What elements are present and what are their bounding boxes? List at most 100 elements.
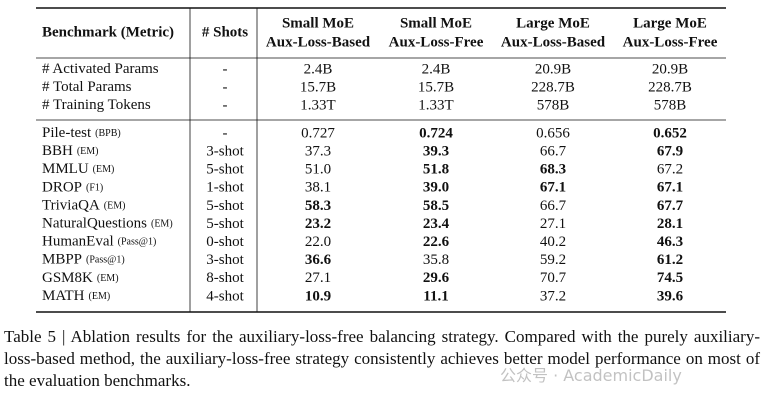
benchmark-label: Pile-test xyxy=(42,125,92,141)
shots: 3-shot xyxy=(206,144,244,160)
cell-value: 40.2 xyxy=(540,234,566,250)
metric-label: (EM) xyxy=(97,273,119,284)
benchmark-name: TriviaQA (EM) xyxy=(42,198,125,214)
metric-label: (Pass@1) xyxy=(118,237,157,248)
column-header: Large MoE xyxy=(633,15,707,31)
benchmark-name: # Activated Params xyxy=(42,61,159,77)
benchmark-label: GSM8K xyxy=(42,270,93,286)
cell-value: 67.7 xyxy=(657,198,684,214)
cell-value: 27.1 xyxy=(540,216,566,232)
cell-value: 67.2 xyxy=(657,162,683,178)
benchmark-label: HumanEval xyxy=(42,234,114,250)
benchmark-name: MBPP (Pass@1) xyxy=(42,252,125,268)
cell-value: 67.1 xyxy=(540,180,566,196)
benchmark-name: MMLU (EM) xyxy=(42,162,114,178)
benchmark-label: MBPP xyxy=(42,252,82,268)
cell-value: 228.7B xyxy=(531,79,575,95)
cell-value: 66.7 xyxy=(540,198,567,214)
column-header: Aux-Loss-Free xyxy=(389,34,484,50)
cell-value: 228.7B xyxy=(648,79,692,95)
benchmark-label: NaturalQuestions xyxy=(42,216,147,232)
cell-value: 51.8 xyxy=(423,162,449,178)
cell-value: 23.4 xyxy=(423,216,450,232)
cell-value: 70.7 xyxy=(540,270,567,286)
cell-value: 37.3 xyxy=(305,144,331,160)
cell-value: 61.2 xyxy=(657,252,683,268)
shots: - xyxy=(223,97,228,113)
cell-value: 0.656 xyxy=(536,125,570,141)
header-benchmark: Benchmark (Metric) xyxy=(42,24,174,40)
cell-value: 46.3 xyxy=(657,234,683,250)
cell-value: 0.727 xyxy=(301,125,335,141)
watermark: 公众号 · AcademicDaily xyxy=(500,366,682,385)
benchmark-name: NaturalQuestions (EM) xyxy=(42,216,173,232)
shots: - xyxy=(223,125,228,141)
benchmark-label: TriviaQA xyxy=(42,198,100,214)
benchmark-name: MATH (EM) xyxy=(42,288,110,304)
benchmark-name: BBH (EM) xyxy=(42,144,99,160)
cell-value: 20.9B xyxy=(535,61,571,77)
cell-value: 36.6 xyxy=(305,252,332,268)
metric-label: (EM) xyxy=(77,146,99,157)
cell-value: 67.9 xyxy=(657,144,683,160)
cell-value: 1.33T xyxy=(418,97,453,113)
benchmark-label: DROP xyxy=(42,180,82,196)
cell-value: 66.7 xyxy=(540,144,567,160)
shots: - xyxy=(223,61,228,77)
cell-value: 27.1 xyxy=(305,270,331,286)
cell-value: 578B xyxy=(654,97,687,113)
metric-label: (EM) xyxy=(93,164,115,175)
shots: 3-shot xyxy=(206,252,244,268)
benchmark-label: # Training Tokens xyxy=(42,97,151,113)
cell-value: 10.9 xyxy=(305,288,331,304)
shots: 8-shot xyxy=(206,270,244,286)
benchmark-label: MMLU xyxy=(42,162,89,178)
cell-value: 578B xyxy=(537,97,570,113)
metric-label: (Pass@1) xyxy=(86,255,125,266)
benchmark-label: # Total Params xyxy=(42,79,132,95)
cell-value: 59.2 xyxy=(540,252,566,268)
caption: Table 5 | Ablation results for the auxil… xyxy=(4,327,760,390)
shots: 5-shot xyxy=(206,198,244,214)
cell-value: 0.724 xyxy=(419,125,453,141)
metric-label: (BPB) xyxy=(95,128,121,139)
benchmark-name: DROP (F1) xyxy=(42,180,103,196)
shots: 0-shot xyxy=(206,234,244,250)
column-header: Small MoE xyxy=(400,15,472,31)
metric-label: (EM) xyxy=(151,219,173,230)
benchmark-label: BBH xyxy=(42,144,73,160)
benchmark-name: GSM8K (EM) xyxy=(42,270,119,286)
shots: 1-shot xyxy=(206,180,244,196)
cell-value: 15.7B xyxy=(418,79,454,95)
cell-value: 0.652 xyxy=(653,125,687,141)
cell-value: 67.1 xyxy=(657,180,683,196)
cell-value: 58.3 xyxy=(305,198,331,214)
cell-value: 35.8 xyxy=(423,252,449,268)
table: Benchmark (Metric) # Shots Small MoE Aux-… xyxy=(36,7,726,313)
benchmark-label: MATH xyxy=(42,288,85,304)
cell-value: 38.1 xyxy=(305,180,331,196)
header-shots: # Shots xyxy=(202,24,248,40)
cell-value: 74.5 xyxy=(657,270,683,286)
cell-value: 15.7B xyxy=(300,79,336,95)
column-header: Small MoE xyxy=(282,15,354,31)
cell-value: 39.6 xyxy=(657,288,684,304)
column-header: Aux-Loss-Based xyxy=(266,34,371,50)
cell-value: 23.2 xyxy=(305,216,331,232)
metric-label: (EM) xyxy=(89,291,111,302)
cell-value: 28.1 xyxy=(657,216,683,232)
cell-value: 22.6 xyxy=(423,234,450,250)
cell-value: 29.6 xyxy=(423,270,450,286)
shots: 5-shot xyxy=(206,216,244,232)
cell-value: 22.0 xyxy=(305,234,331,250)
cell-value: 58.5 xyxy=(423,198,449,214)
benchmark-label: # Activated Params xyxy=(42,61,159,77)
column-header: Aux-Loss-Based xyxy=(501,34,606,50)
cell-value: 39.3 xyxy=(423,144,449,160)
cell-value: 39.0 xyxy=(423,180,449,196)
benchmark-name: HumanEval (Pass@1) xyxy=(42,234,156,250)
metric-label: (EM) xyxy=(104,201,126,212)
benchmark-name: # Total Params xyxy=(42,79,132,95)
cell-value: 2.4B xyxy=(304,61,333,77)
